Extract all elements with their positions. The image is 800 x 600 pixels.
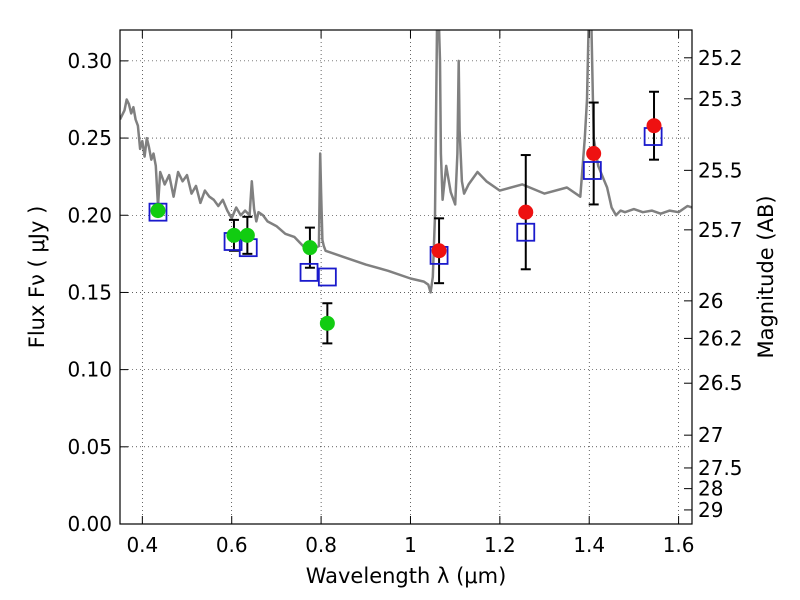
mag-tick-label: 25.3 [698,87,743,111]
mag-tick-label: 27 [698,423,723,447]
y-tick-label: 0.20 [67,203,112,227]
x-tick-label: 0.8 [305,533,337,557]
model-flux-square [582,161,602,180]
x-tick-label: 0.6 [216,533,248,557]
mag-tick-label: 25.5 [698,158,743,182]
ticks: 0.4 0.6 0.8 1 1.2 1.4 1.6 0.00 0.05 0.10 0.15 0.20 0… [67,30,743,557]
y-tick-label: 0.15 [67,280,112,304]
plot-frame [119,29,693,525]
model-flux-square [317,267,337,287]
model-flux-square [299,262,319,282]
grid [120,30,692,524]
mag-tick-label: 29 [698,498,723,522]
optical-flux-point [239,227,255,243]
model-spectrum [120,30,692,294]
y-tick-label: 0.30 [67,49,112,73]
y-axis-label: Flux Fν ( μJy ) [25,206,49,349]
y-tick-label: 0.10 [67,358,112,382]
data-points [148,90,663,345]
nir-flux-point [431,243,447,259]
x-tick-label: 1.4 [573,533,605,557]
mag-tick-label: 27.5 [698,456,743,480]
x-tick-label: 1 [404,533,417,557]
x-tick-label: 0.4 [126,533,158,557]
mag-tick-label: 28 [698,477,723,501]
model-flux-square [516,222,536,242]
x-tick-label: 1.2 [484,533,516,557]
y-tick-label: 0.00 [67,512,112,536]
nir-flux-point [586,146,602,161]
optical-flux-point [302,240,318,256]
nir-flux-point [518,204,534,220]
y-axis-right-label: Magnitude (AB) [754,195,778,358]
x-axis-label: Wavelength λ (μm) [306,564,507,588]
x-tick-label: 1.6 [663,533,695,557]
model-spectrum-line [120,30,692,294]
mag-tick-label: 25.7 [698,218,743,242]
optical-flux-point [319,315,335,331]
mag-tick-label: 25.2 [698,46,743,70]
mag-tick-label: 26.2 [698,326,743,350]
optical-flux-point [150,203,166,219]
mag-tick-label: 26.5 [698,371,743,395]
optical-flux-point [226,227,242,243]
nir-flux-point [646,118,662,134]
y-tick-label: 0.25 [67,126,112,150]
mag-tick-label: 26 [698,289,723,313]
y-tick-label: 0.05 [67,435,112,459]
